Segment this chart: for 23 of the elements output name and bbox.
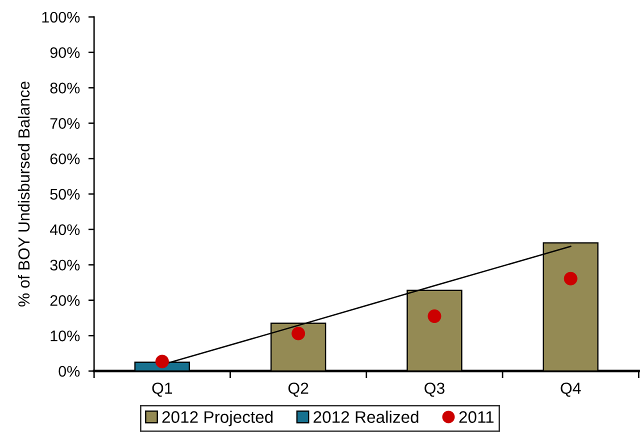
y-tick-label: 60% [50,153,80,164]
x-tick-label: Q2 [288,382,308,397]
point [155,354,169,368]
y-tick-label: 100% [42,12,80,23]
point [428,309,442,323]
y-axis-title: % of BOY Undisbursed Balance [18,82,30,306]
y-tick-label: 90% [50,47,80,58]
y-tick-label: 0% [58,366,80,377]
legend-label: 2012 Realized [314,410,418,423]
point [564,272,578,286]
legend-label: 2011 [459,411,494,423]
x-tick-label: Q3 [424,382,444,397]
y-tick-label: 80% [50,82,80,94]
y-tick-label: 30% [50,260,80,271]
legend-label: 2012 Projected [162,410,273,426]
y-tick-label: 50% [50,188,80,200]
x-tick-label: Q4 [560,382,581,397]
point [292,326,306,340]
y-tick-label: 20% [50,295,80,306]
y-tick-label: 10% [50,330,80,342]
x-tick-label: Q1 [152,382,172,397]
y-tick-label: 70% [50,118,80,129]
y-tick-label: 40% [50,224,80,236]
